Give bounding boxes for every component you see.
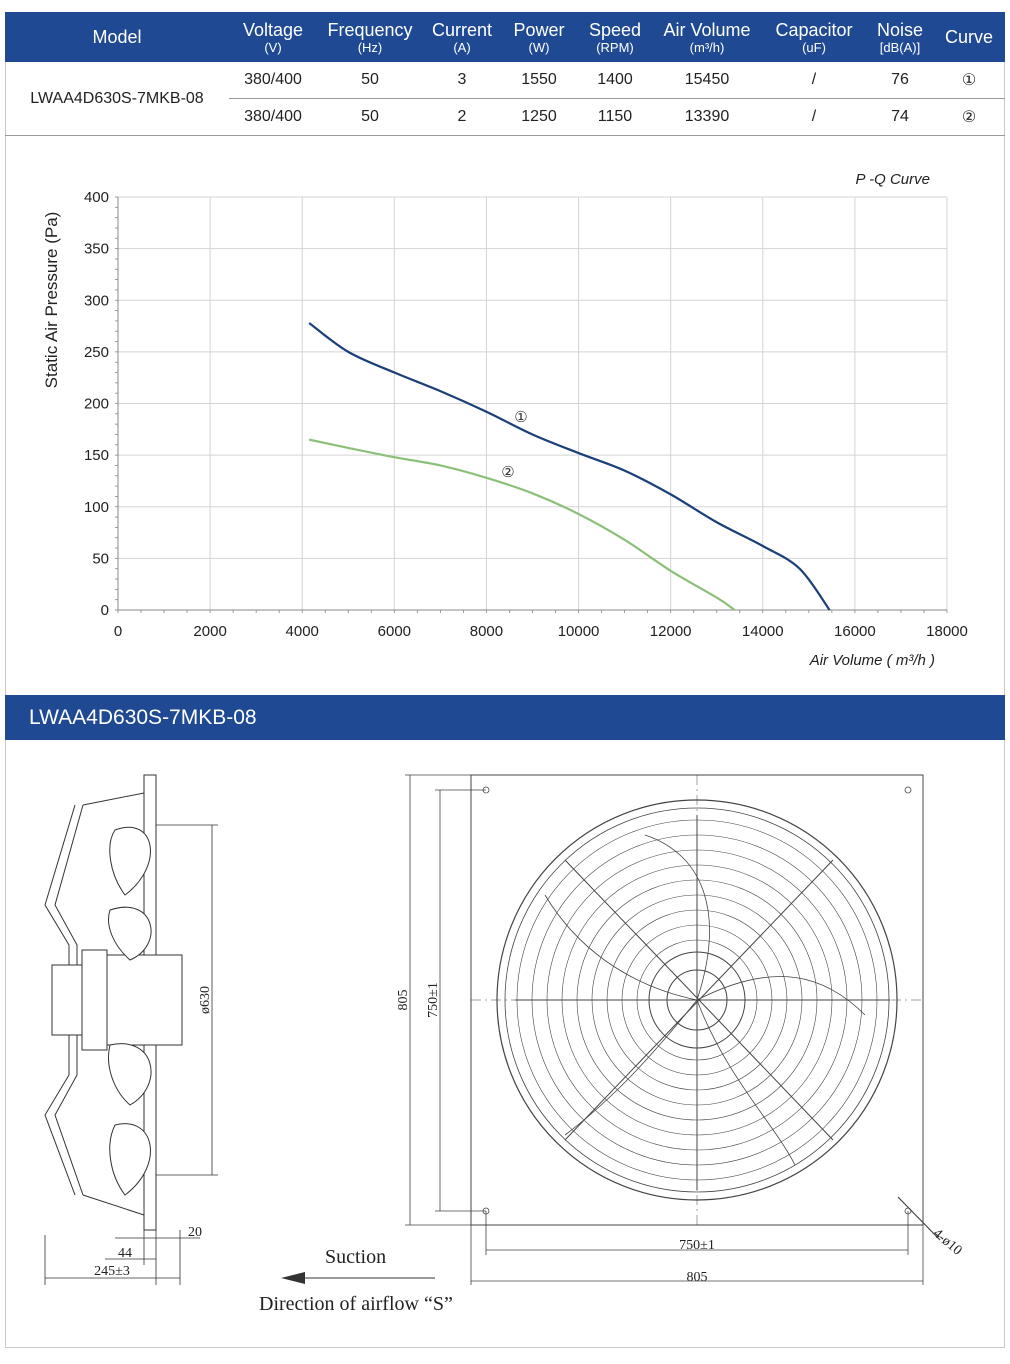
y-tick-label: 400 — [84, 189, 109, 206]
y-tick-label: 200 — [84, 396, 109, 413]
table-cell: 1250 — [501, 98, 577, 136]
hole-leader — [897, 1196, 941, 1241]
guard-strut — [82, 1194, 145, 1216]
x-tick-label: 12000 — [650, 623, 692, 640]
dim-44-label: 44 — [118, 1246, 132, 1261]
series-line-2 — [308, 438, 736, 611]
table-cell: 50 — [317, 98, 423, 136]
dimension-drawing: ø630 20 44 245±3 — [44, 774, 965, 1315]
model-cell: LWAA4D630S-7MKB-08 — [5, 62, 229, 136]
y-tick-label: 150 — [84, 447, 109, 464]
y-tick-label: 0 — [101, 602, 109, 619]
motor-rotor — [106, 954, 183, 1046]
header-power: Power (W) — [501, 12, 577, 62]
x-tick-label: 4000 — [286, 623, 319, 640]
header-current: Current (A) — [423, 12, 501, 62]
header-capacitor: Capacitor (uF) — [761, 12, 867, 62]
dim-750-vertical-label: 750±1 — [426, 982, 441, 1018]
table-cell: 380/400 — [229, 62, 317, 99]
table-cell: 2 — [423, 98, 501, 136]
guard-strut — [82, 792, 145, 806]
side-view-drawing — [44, 774, 218, 1285]
table-cell: ① — [933, 62, 1005, 99]
airflow-direction-label: Direction of airflow “S” — [259, 1293, 453, 1315]
dim-805-vertical-label: 805 — [396, 990, 411, 1011]
model-banner: LWAA4D630S-7MKB-08 — [5, 695, 1005, 740]
blade — [108, 906, 152, 961]
y-axis-label: Static Air Pressure (Pa) — [42, 212, 61, 389]
chart-title: P -Q Curve — [856, 171, 930, 188]
header-noise: Noise [dB(A)] — [867, 12, 933, 62]
table-cell: 74 — [867, 98, 933, 136]
dim-630-label: ø630 — [198, 986, 213, 1014]
table-cell: 76 — [867, 62, 933, 99]
suction-label: Suction — [325, 1246, 386, 1268]
terminal-box — [51, 964, 83, 1036]
table-cell: / — [761, 98, 867, 136]
x-axis-label: Air Volume ( m³/h ) — [809, 652, 935, 669]
chart-ticks: 0 2000 4000 6000 8000 10000 12000 14000 16000 180… — [84, 189, 968, 640]
series-line-1 — [308, 322, 831, 611]
front-view-drawing — [405, 774, 941, 1285]
table-cell: 380/400 — [229, 98, 317, 136]
header-voltage: Voltage (V) — [229, 12, 317, 62]
blade-outline — [696, 976, 866, 1016]
blade — [109, 1123, 151, 1196]
spec-table: Model Voltage (V) Frequency (Hz) Current (A… — [5, 12, 1005, 136]
x-tick-label: 6000 — [378, 623, 411, 640]
x-tick-label: 0 — [114, 623, 122, 640]
pq-chart: 0 2000 4000 6000 8000 10000 12000 14000 16000 180… — [42, 171, 968, 669]
motor-body — [81, 949, 108, 1051]
dim-750-horizontal-label: 750±1 — [679, 1238, 715, 1253]
header-air-volume: Air Volume (m³/h) — [653, 12, 761, 62]
table-cell: 1550 — [501, 62, 577, 99]
x-tick-label: 18000 — [926, 623, 968, 640]
y-tick-label: 350 — [84, 241, 109, 258]
x-tick-label: 8000 — [470, 623, 503, 640]
dim-20-label: 20 — [188, 1225, 202, 1240]
chart-grid — [117, 196, 948, 611]
mounting-hole — [904, 786, 912, 794]
airflow-arrow-icon — [281, 1272, 305, 1284]
table-cell: 13390 — [653, 98, 761, 136]
y-tick-label: 100 — [84, 499, 109, 516]
dim-holes-label: 4-ø10 — [930, 1226, 965, 1258]
blade — [108, 1043, 152, 1106]
curve-label-2: ② — [501, 464, 514, 481]
blade-outline — [564, 999, 698, 1136]
dim-805-horizontal-label: 805 — [687, 1270, 708, 1285]
header-model: Model — [5, 12, 229, 62]
header-curve: Curve — [933, 12, 1005, 62]
blade-outline — [696, 999, 796, 1166]
table-cell: / — [761, 62, 867, 99]
y-tick-label: 50 — [92, 550, 109, 567]
x-tick-label: 2000 — [193, 623, 226, 640]
blade — [109, 827, 151, 896]
x-tick-label: 10000 — [558, 623, 600, 640]
x-tick-label: 16000 — [834, 623, 876, 640]
curve-label-1: ① — [514, 409, 527, 426]
table-cell: 50 — [317, 62, 423, 99]
table-header-row: Model Voltage (V) Frequency (Hz) Current (A… — [5, 12, 1005, 62]
table-cell: 3 — [423, 62, 501, 99]
table-cell: 1150 — [577, 98, 653, 136]
table-cell: 1400 — [577, 62, 653, 99]
blade-outline — [544, 894, 698, 1001]
chart-series — [308, 322, 831, 611]
y-tick-label: 250 — [84, 344, 109, 361]
table-cell: ② — [933, 98, 1005, 136]
y-tick-label: 300 — [84, 292, 109, 309]
table-cell: 15450 — [653, 62, 761, 99]
table-row: 380/400 50 2 1250 1150 13390 / 74 ② — [5, 98, 1005, 136]
x-tick-label: 14000 — [742, 623, 784, 640]
blade-outline — [644, 834, 710, 1001]
table-row: LWAA4D630S-7MKB-08 380/400 50 3 1550 140… — [5, 62, 1005, 136]
header-frequency: Frequency (Hz) — [317, 12, 423, 62]
dim-245-label: 245±3 — [94, 1264, 130, 1279]
header-speed: Speed (RPM) — [577, 12, 653, 62]
